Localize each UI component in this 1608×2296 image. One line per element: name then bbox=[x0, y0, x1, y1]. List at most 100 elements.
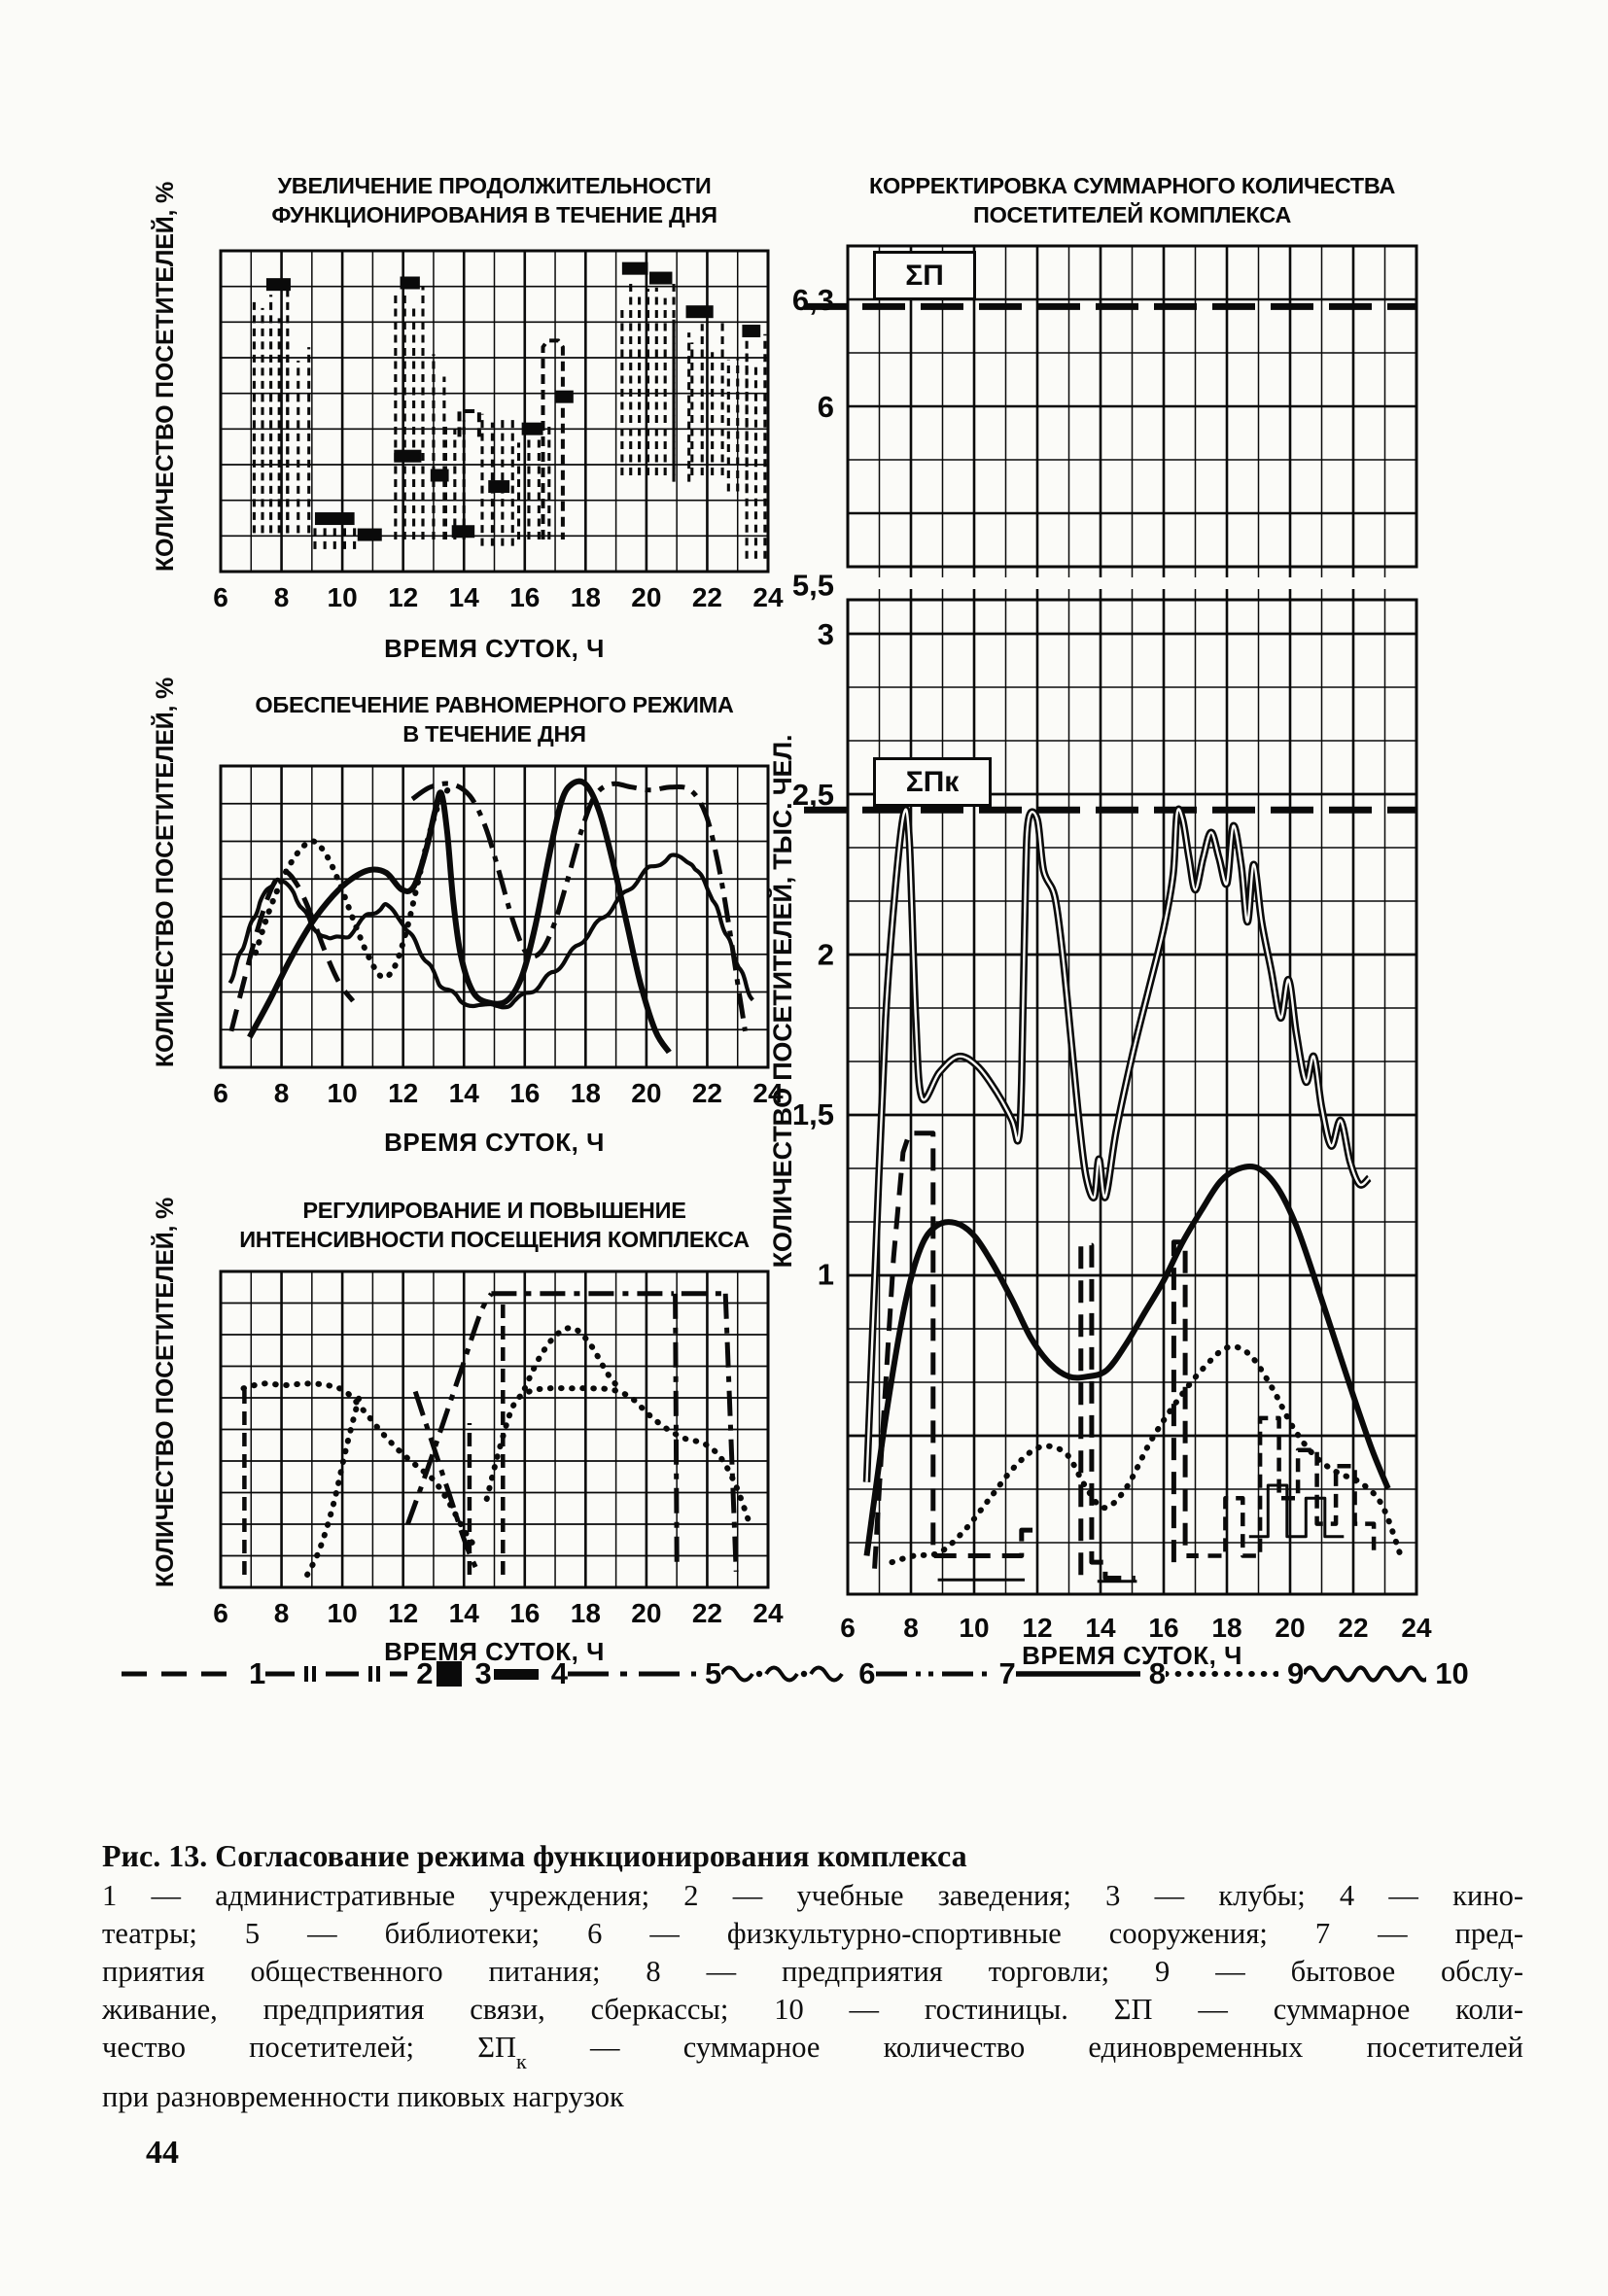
caption-text: — суммарное количество единовременных по… bbox=[526, 2031, 1523, 2064]
chart1-y-axis-label: КОЛИЧЕСТВО ПОСЕТИТЕЛЕЙ, % bbox=[152, 182, 179, 572]
thick-dash-icon bbox=[493, 1669, 539, 1680]
svg-text:12: 12 bbox=[388, 1078, 418, 1108]
chart3-title-line1: РЕГУЛИРОВАНИЕ И ПОВЫШЕНИЕ bbox=[302, 1198, 686, 1223]
chart3-y-axis-label: КОЛИЧЕСТВО ПОСЕТИТЕЛЕЙ, % bbox=[152, 1198, 179, 1587]
svg-text:12: 12 bbox=[388, 1598, 418, 1628]
chart2-title-line2: В ТЕЧЕНИЕ ДНЯ bbox=[402, 721, 586, 747]
caption-subscript: к bbox=[516, 2049, 527, 2073]
svg-text:10: 10 bbox=[328, 1078, 358, 1108]
svg-text:14: 14 bbox=[449, 1598, 480, 1628]
svg-text:22: 22 bbox=[692, 582, 722, 612]
svg-text:18: 18 bbox=[571, 582, 601, 612]
svg-text:16: 16 bbox=[509, 1078, 540, 1108]
chart2-y-axis-label: КОЛИЧЕСТВО ПОСЕТИТЕЛЕЙ, % bbox=[152, 678, 179, 1067]
dotted-line-icon bbox=[1166, 1671, 1278, 1677]
svg-text:5,5: 5,5 bbox=[792, 568, 834, 602]
svg-text:2: 2 bbox=[818, 937, 834, 971]
legend-item-9: 9 bbox=[1166, 1656, 1304, 1691]
legend-item-6: 6 bbox=[721, 1656, 876, 1691]
caption-line: театры; 5 — библиотеки; 6 — физкультурно… bbox=[102, 1917, 1523, 1950]
svg-text:10: 10 bbox=[328, 1598, 358, 1628]
legend-item-10: 10 bbox=[1304, 1656, 1469, 1691]
legend-item-5: 5 bbox=[568, 1656, 721, 1691]
svg-text:6,3: 6,3 bbox=[792, 283, 834, 317]
chart1-x-axis-label: ВРЕМЯ СУТОК, Ч bbox=[384, 634, 605, 663]
svg-text:6: 6 bbox=[213, 582, 228, 612]
legend-number: 7 bbox=[998, 1656, 1016, 1690]
chart1-title-line2: ФУНКЦИОНИРОВАНИЯ В ТЕЧЕНИЕ ДНЯ bbox=[271, 202, 717, 227]
svg-text:16: 16 bbox=[1148, 1613, 1178, 1643]
legend-number: 8 bbox=[1148, 1656, 1166, 1690]
sum-visitors-label-box: ΣП bbox=[873, 251, 976, 300]
chart3-title-line2: ИНТЕНСИВНОСТИ ПОСЕЩЕНИЯ КОМПЛЕКСА bbox=[239, 1227, 750, 1252]
svg-text:22: 22 bbox=[1338, 1613, 1368, 1643]
filled-square-icon bbox=[436, 1661, 462, 1687]
svg-text:18: 18 bbox=[571, 1598, 601, 1628]
chart4-x-axis-label: ВРЕМЯ СУТОК, Ч bbox=[1022, 1641, 1242, 1670]
svg-text:20: 20 bbox=[631, 582, 661, 612]
svg-text:2,5: 2,5 bbox=[792, 778, 834, 812]
svg-text:8: 8 bbox=[903, 1613, 919, 1643]
dash-dot-line-icon bbox=[568, 1671, 696, 1677]
svg-text:20: 20 bbox=[1275, 1613, 1305, 1643]
legend-number: 2 bbox=[416, 1656, 434, 1690]
svg-text:8: 8 bbox=[274, 1078, 290, 1108]
long-dash-line-icon bbox=[122, 1671, 240, 1677]
legend-item-8: 8 bbox=[1015, 1656, 1166, 1691]
chart4-y-axis-label: КОЛИЧЕСТВО ПОСЕТИТЕЛЕЙ, ТЫС. ЧЕЛ. bbox=[768, 734, 797, 1269]
svg-text:6: 6 bbox=[840, 1613, 856, 1643]
chart2-x-axis-label: ВРЕМЯ СУТОК, Ч bbox=[384, 1128, 605, 1157]
legend-item-4: 4 bbox=[492, 1656, 568, 1691]
figure-caption-title: Рис. 13. Согласование режима функциониро… bbox=[102, 1838, 967, 1873]
svg-text:22: 22 bbox=[692, 1598, 722, 1628]
svg-text:8: 8 bbox=[274, 582, 290, 612]
legend-number: 4 bbox=[550, 1656, 568, 1690]
wavy-dot-line-icon bbox=[721, 1665, 844, 1683]
legend-item-2: 2 bbox=[265, 1656, 434, 1691]
solid-line-icon bbox=[1015, 1671, 1140, 1677]
figure-caption: Рис. 13. Согласование режима функциониро… bbox=[102, 1837, 1523, 2116]
caption-last-line: при разновременности пиковых нагрузок bbox=[102, 2080, 624, 2113]
svg-text:24: 24 bbox=[752, 582, 784, 612]
svg-text:24: 24 bbox=[752, 1078, 784, 1108]
chart1-title-line1: УВЕЛИЧЕНИЕ ПРОДОЛЖИТЕЛЬНОСТИ bbox=[277, 173, 712, 198]
svg-text:20: 20 bbox=[631, 1598, 661, 1628]
svg-text:18: 18 bbox=[571, 1078, 601, 1108]
sum-peak-visitors-label: ΣПк bbox=[905, 765, 960, 798]
dash-dot-dot-line-icon bbox=[875, 1671, 991, 1677]
svg-text:1: 1 bbox=[818, 1258, 834, 1292]
figure-legend: 1 2 3 4 5 6 7 8 9 10 bbox=[122, 1652, 1469, 1695]
sum-visitors-label: ΣП bbox=[905, 259, 944, 292]
svg-text:12: 12 bbox=[388, 582, 418, 612]
dash-doubletick-line-icon bbox=[265, 1666, 408, 1682]
chart4-title-line1: КОРРЕКТИРОВКА СУММАРНОГО КОЛИЧЕСТВА bbox=[868, 173, 1396, 198]
svg-text:8: 8 bbox=[274, 1598, 290, 1628]
legend-number: 3 bbox=[474, 1656, 492, 1690]
svg-text:6: 6 bbox=[818, 390, 834, 424]
svg-text:24: 24 bbox=[752, 1598, 784, 1628]
svg-text:3: 3 bbox=[818, 617, 834, 651]
caption-line: приятия общественного питания; 8 — предп… bbox=[102, 1955, 1523, 1988]
svg-text:6: 6 bbox=[213, 1598, 228, 1628]
sum-peak-visitors-label-box: ΣПк bbox=[873, 757, 992, 807]
svg-text:16: 16 bbox=[509, 582, 540, 612]
legend-item-1: 1 bbox=[122, 1656, 265, 1691]
legend-number: 6 bbox=[858, 1656, 876, 1690]
svg-text:1,5: 1,5 bbox=[792, 1097, 834, 1131]
svg-text:6: 6 bbox=[213, 1078, 228, 1108]
chart4-title-line2: ПОСЕТИТЕЛЕЙ КОМПЛЕКСА bbox=[972, 202, 1291, 227]
legend-item-7: 7 bbox=[875, 1656, 1016, 1691]
svg-text:14: 14 bbox=[449, 1078, 480, 1108]
legend-number: 10 bbox=[1435, 1656, 1469, 1690]
svg-text:16: 16 bbox=[509, 1598, 540, 1628]
svg-text:14: 14 bbox=[1085, 1613, 1116, 1643]
svg-text:10: 10 bbox=[328, 582, 358, 612]
legend-number: 5 bbox=[705, 1656, 722, 1690]
caption-line: живание, предприятия связи, сберкассы; 1… bbox=[102, 1993, 1523, 2026]
caption-line-with-subscript: чество посетителей; ΣПк — суммарное коли… bbox=[102, 2029, 1523, 2073]
svg-text:22: 22 bbox=[692, 1078, 722, 1108]
chart2-title-line1: ОБЕСПЕЧЕНИЕ РАВНОМЕРНОГО РЕЖИМА bbox=[255, 692, 734, 717]
legend-number: 9 bbox=[1287, 1656, 1305, 1690]
svg-text:24: 24 bbox=[1401, 1613, 1432, 1643]
